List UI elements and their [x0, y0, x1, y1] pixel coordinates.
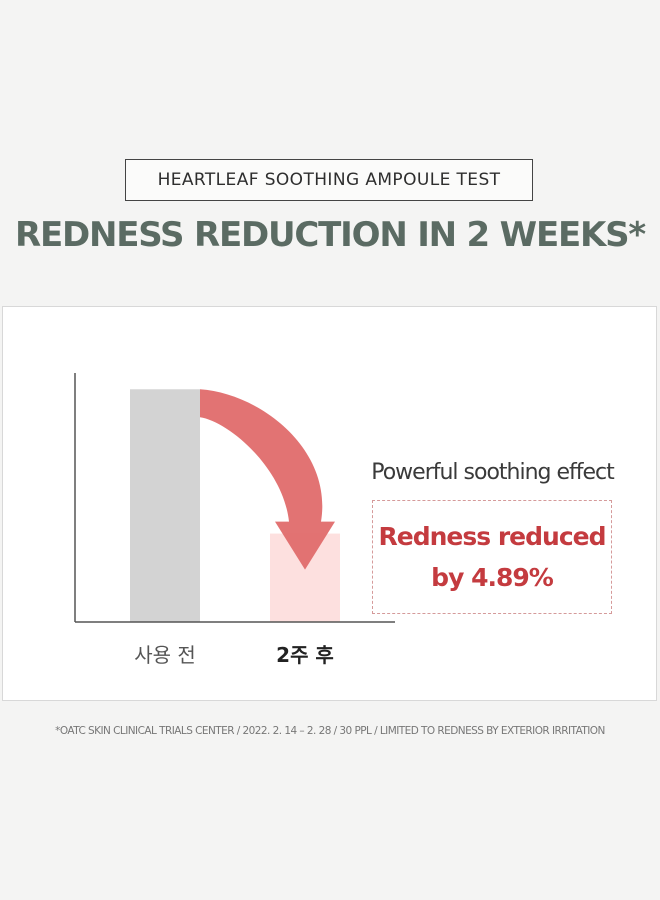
- test-label-text: HEARTLEAF SOOTHING AMPOULE TEST: [157, 170, 501, 190]
- down-arrow-icon: [200, 389, 335, 570]
- callout-line-2: by 4.89%: [431, 563, 554, 592]
- page-headline: REDNESS REDUCTION IN 2 WEEKS*: [14, 215, 646, 255]
- callout-box: Redness reduced by 4.89%: [372, 500, 612, 614]
- footnote: *OATC SKIN CLINICAL TRIALS CENTER / 2022…: [55, 725, 605, 737]
- x-tick-label: 2주 후: [276, 643, 334, 667]
- chart-panel: [2, 306, 657, 701]
- bar-before-use: [130, 389, 200, 622]
- test-label-box: HEARTLEAF SOOTHING AMPOULE TEST: [125, 159, 533, 201]
- callout-line-1: Redness reduced: [378, 522, 607, 551]
- x-tick-label: 사용 전: [134, 643, 196, 667]
- callout-lead-text: Powerful soothing effect: [371, 460, 615, 485]
